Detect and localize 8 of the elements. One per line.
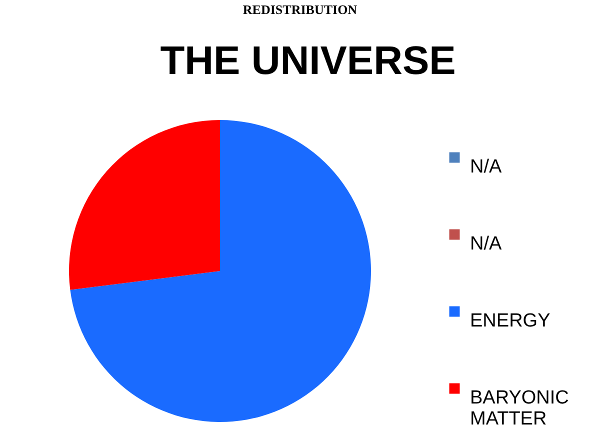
pie-slice — [69, 120, 220, 290]
legend-label: ENERGY — [470, 310, 551, 332]
pie-slice — [70, 120, 371, 422]
legend-label: N/A — [470, 156, 502, 178]
legend-label: N/A — [470, 234, 502, 254]
legend-label: BARYONIC MATTER — [470, 388, 569, 430]
text: REDISTRIBUTION — [242, 2, 358, 17]
chart-title: THE UNIVERSE — [160, 39, 456, 83]
